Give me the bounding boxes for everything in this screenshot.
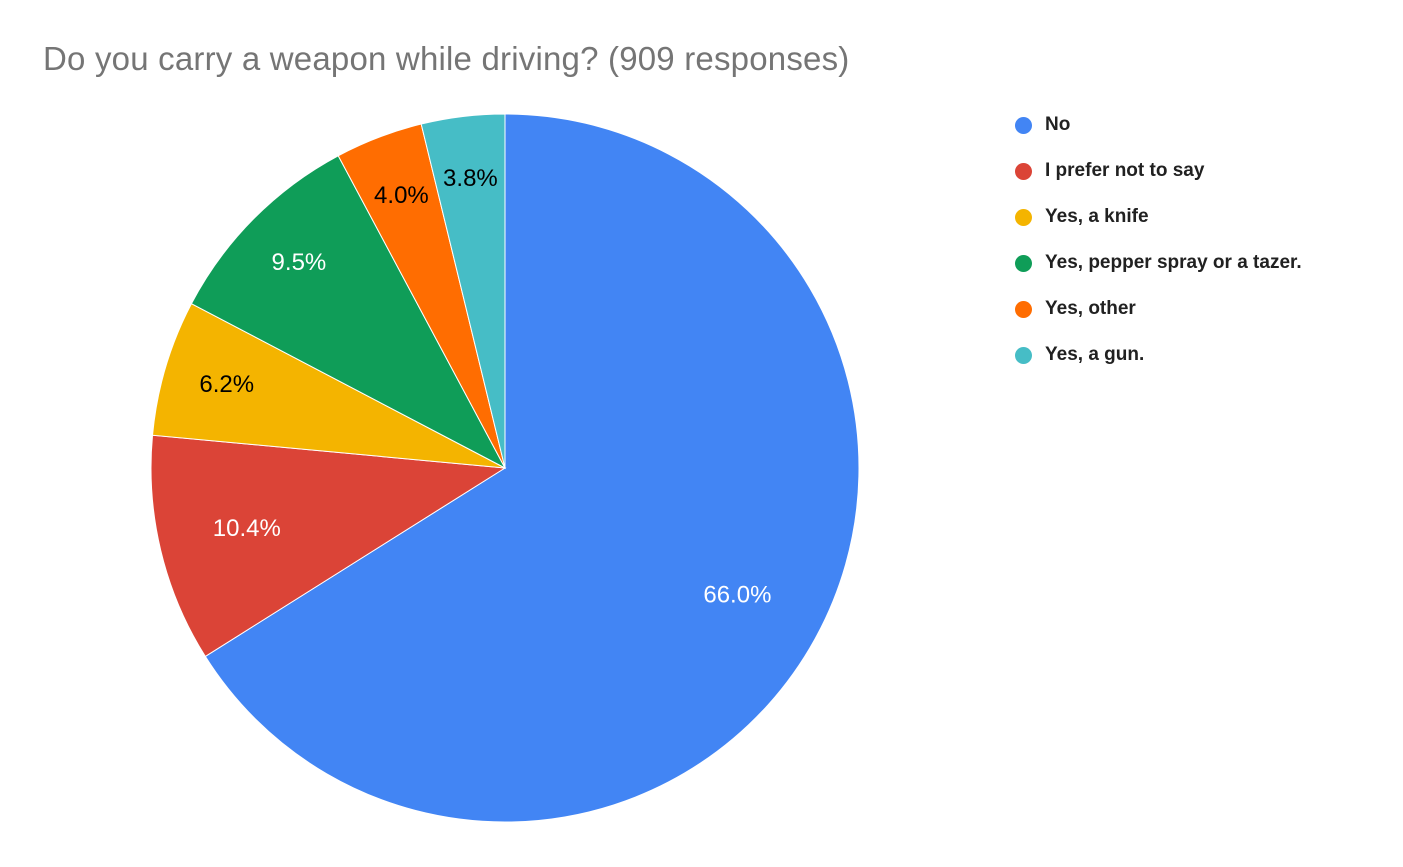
legend-swatch-icon: [1015, 254, 1032, 272]
legend-item: No: [1015, 113, 1302, 137]
pie-slice[interactable]: [204, 113, 860, 823]
slice-percent-label: 3.8%: [443, 165, 498, 192]
legend-label: Yes, pepper spray or a tazer.: [1045, 252, 1302, 273]
legend-label: I prefer not to say: [1045, 160, 1205, 181]
legend-swatch-icon: [1015, 346, 1032, 364]
legend-item: Yes, pepper spray or a tazer.: [1015, 251, 1302, 275]
legend-swatch-icon: [1015, 300, 1032, 318]
legend-item: Yes, a knife: [1015, 205, 1302, 229]
slice-percent-label: 6.2%: [199, 371, 254, 398]
slice-percent-label: 9.5%: [272, 249, 327, 276]
pie-slice[interactable]: [420, 113, 506, 469]
legend-swatch-icon: [1015, 208, 1032, 226]
pie-slice[interactable]: [190, 155, 507, 470]
legend-label: Yes, a gun.: [1045, 344, 1145, 365]
pie-slice[interactable]: [150, 434, 507, 658]
slice-percent-label: 10.4%: [213, 515, 281, 542]
legend-swatch-icon: [1015, 162, 1032, 180]
legend-label: Yes, other: [1045, 298, 1136, 319]
legend-item: I prefer not to say: [1015, 159, 1302, 183]
legend-item: Yes, other: [1015, 297, 1302, 321]
slice-percent-label: 4.0%: [374, 182, 429, 209]
slice-percent-label: 66.0%: [703, 582, 771, 609]
legend-label: Yes, a knife: [1045, 206, 1149, 227]
legend-label: No: [1045, 114, 1071, 135]
pie-slice[interactable]: [151, 303, 506, 469]
legend-item: Yes, a gun.: [1015, 343, 1302, 367]
legend-swatch-icon: [1015, 116, 1032, 134]
chart-title: Do you carry a weapon while driving? (90…: [43, 40, 850, 77]
legend: No I prefer not to say Yes, a knife Yes, pe…: [1015, 113, 1302, 389]
pie-chart: 66.0% 10.4% 6.2% 9.5% 4.0% 3.8%: [150, 113, 860, 823]
